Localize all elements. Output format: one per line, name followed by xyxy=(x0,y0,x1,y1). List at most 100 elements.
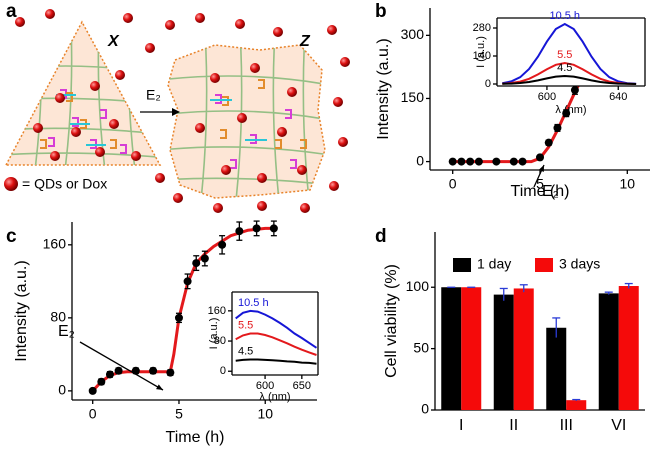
data-point xyxy=(570,86,579,95)
x-axis-title: Time (h) xyxy=(511,183,570,200)
data-point xyxy=(192,259,201,268)
bar xyxy=(441,287,462,410)
data-point xyxy=(183,277,192,286)
annotation: E₂ xyxy=(58,323,75,340)
x-tick-label: 10 xyxy=(620,176,636,192)
x-tick-label: 5 xyxy=(536,176,544,192)
data-point xyxy=(536,153,544,162)
data-point xyxy=(97,377,106,386)
x-tick-label: II xyxy=(509,417,518,434)
data-point xyxy=(553,123,562,132)
particle xyxy=(90,81,100,91)
bar xyxy=(493,294,514,410)
bar xyxy=(618,286,639,410)
series-label: 4.5 xyxy=(557,62,572,74)
data-point xyxy=(200,254,209,263)
particle xyxy=(273,27,283,37)
y-tick-label: 280 xyxy=(473,22,491,34)
particle xyxy=(109,119,119,129)
series-label: 10.5 h xyxy=(238,297,269,309)
data-point xyxy=(544,138,553,147)
x-tick-label: 600 xyxy=(256,380,274,392)
particle xyxy=(329,181,339,191)
matrix-z xyxy=(167,44,326,199)
legend-dot xyxy=(4,177,18,191)
data-point xyxy=(174,313,183,322)
y-axis-title: I (a.u.) xyxy=(475,36,487,68)
particle xyxy=(338,137,348,147)
particle xyxy=(45,9,55,19)
bar xyxy=(566,400,587,410)
particle xyxy=(115,70,125,80)
y-tick-label: 80 xyxy=(214,335,226,347)
particle xyxy=(257,201,267,211)
y-tick-label: 0 xyxy=(421,401,429,417)
series-line xyxy=(502,74,637,85)
data-point xyxy=(149,366,158,375)
series-label: 10.5 h xyxy=(549,10,580,22)
x-tick-label: 650 xyxy=(293,380,311,392)
matrix-x xyxy=(4,20,162,166)
y-axis-title: Intensity (a.u.) xyxy=(375,38,392,139)
x-tick-label: 0 xyxy=(449,176,457,192)
data-point xyxy=(88,386,97,395)
y-tick-label: 0 xyxy=(220,365,226,377)
data-point xyxy=(114,366,123,375)
panel-label: d xyxy=(375,226,387,247)
legend-swatch xyxy=(535,258,553,272)
data-point xyxy=(457,157,466,166)
particle xyxy=(300,203,310,213)
annotation: E₂ xyxy=(542,183,559,200)
particle xyxy=(277,127,287,137)
data-point xyxy=(509,157,518,166)
particle xyxy=(195,13,205,23)
particle xyxy=(213,203,223,213)
y-tick-label: 100 xyxy=(406,278,430,294)
data-point xyxy=(252,224,261,233)
particle xyxy=(195,123,205,133)
particle xyxy=(237,113,247,123)
data-point xyxy=(235,227,244,236)
series-label: 4.5 xyxy=(238,345,253,357)
particle xyxy=(145,43,155,53)
data-point xyxy=(218,240,227,249)
particle xyxy=(131,151,141,161)
y-axis-title: Intensity (a.u.) xyxy=(13,260,30,361)
y-tick-label: 160 xyxy=(208,305,226,317)
y-tick-label: 160 xyxy=(43,236,67,252)
data-point xyxy=(474,157,483,166)
series-line xyxy=(235,358,317,365)
data-point xyxy=(269,224,278,233)
bar xyxy=(513,288,534,410)
inset-x-title: λ (nm) xyxy=(259,391,290,403)
y-tick-label: 0 xyxy=(416,152,424,168)
particle xyxy=(287,87,297,97)
particle xyxy=(71,127,81,137)
y-axis-title: Cell viability (%) xyxy=(383,264,400,378)
linkers xyxy=(40,79,307,169)
matrix-label: X xyxy=(107,33,120,50)
particle xyxy=(297,165,307,175)
x-tick-label: 600 xyxy=(538,91,556,103)
y-tick-label: 0 xyxy=(485,78,491,90)
y-tick-label: 140 xyxy=(473,50,491,62)
bar xyxy=(598,293,619,410)
x-tick-label: 640 xyxy=(609,91,627,103)
series-line xyxy=(502,22,637,85)
arrow-label: E₂ xyxy=(146,87,161,103)
inset-x-title: λ (nm) xyxy=(555,104,586,116)
legend-text: = QDs or Dox xyxy=(22,176,107,192)
x-tick-label: 10 xyxy=(257,406,273,422)
series-line xyxy=(235,332,317,356)
series-label: 5.5 xyxy=(557,49,572,61)
series-line xyxy=(235,309,318,349)
arrow-head xyxy=(156,384,163,390)
x-tick-label: 5 xyxy=(175,406,183,422)
series-label: 5.5 xyxy=(238,319,253,331)
data-point xyxy=(166,368,175,377)
panel-label: b xyxy=(375,1,387,22)
data-point xyxy=(518,157,527,166)
y-axis-title: I (a.u.) xyxy=(208,318,220,350)
arrow-head xyxy=(172,108,180,116)
